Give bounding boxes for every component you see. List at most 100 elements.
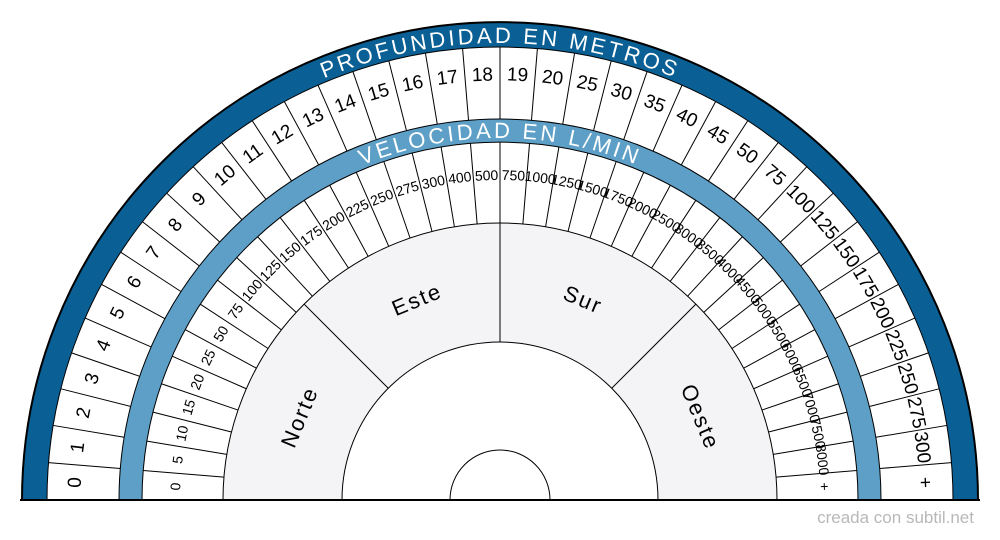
speed-label: 10 [172, 424, 191, 443]
depth-divider [834, 283, 899, 320]
depth-divider [562, 53, 576, 125]
speed-divider [610, 171, 645, 247]
depth-divider [352, 71, 377, 140]
depth-divider [60, 388, 131, 407]
speed-label: 400 [447, 168, 472, 187]
depth-divider [166, 192, 221, 243]
depth-divider [869, 388, 940, 407]
speed-divider [411, 152, 433, 232]
speed-label: 275 [394, 177, 421, 199]
speed-divider [279, 217, 331, 282]
depth-divider [71, 352, 140, 377]
depth-label: 1 [67, 441, 89, 454]
depth-divider [424, 53, 438, 125]
speed-divider [567, 152, 589, 232]
depth-divider [101, 283, 166, 320]
depth-divider [462, 48, 470, 121]
depth-divider [875, 424, 947, 438]
speed-label: + [817, 482, 833, 491]
depth-divider [120, 251, 182, 293]
speed-label: 750 [501, 167, 525, 184]
depth-divider [388, 60, 407, 131]
center-pivot [449, 449, 551, 501]
speed-divider [217, 279, 282, 331]
depth-divider [680, 101, 717, 166]
speed-divider [184, 329, 257, 369]
depth-label: 19 [507, 64, 529, 86]
speed-label: 8000 [813, 443, 833, 476]
speed-label: 1000 [524, 168, 557, 188]
depth-divider [84, 317, 152, 348]
speed-label: 5 [169, 455, 186, 465]
speed-label: 500 [475, 167, 499, 184]
depth-divider [707, 120, 749, 182]
depth-label: 0 [65, 477, 86, 488]
speed-divider [776, 469, 857, 478]
depth-divider [800, 221, 858, 267]
depth-label: 17 [436, 67, 460, 90]
speed-label: 50 [210, 323, 232, 345]
inner-center-area [341, 341, 659, 501]
speed-label: 7500 [807, 416, 829, 450]
depth-divider [221, 142, 267, 200]
depth-divider [53, 424, 125, 438]
speed-label: 15 [179, 397, 199, 417]
speed-divider [761, 383, 839, 411]
depth-divider [530, 48, 538, 121]
depth-divider [593, 60, 612, 131]
depth-divider [192, 166, 243, 221]
speed-label: 250 [368, 185, 396, 208]
depth-label: + [914, 476, 935, 488]
speed-divider [545, 146, 560, 227]
speed-label: 0 [167, 482, 183, 491]
speed-divider [687, 236, 743, 297]
speed-divider [171, 355, 247, 390]
speed-divider [669, 217, 721, 282]
depth-label: 300 [909, 430, 934, 464]
depth-divider [779, 192, 834, 243]
speed-divider [355, 171, 390, 247]
depth-label: 20 [541, 67, 565, 90]
speed-divider [440, 146, 455, 227]
speed-divider [703, 257, 764, 313]
speed-divider [143, 469, 224, 478]
depth-label: 16 [400, 72, 425, 97]
speed-divider [152, 411, 232, 433]
speed-label: 25 [197, 347, 218, 368]
speed-divider [257, 236, 313, 297]
speed-divider [522, 143, 531, 224]
depth-label: 2 [73, 405, 96, 420]
speed-divider [200, 303, 269, 349]
speed-divider [303, 200, 349, 269]
depth-divider [142, 221, 200, 267]
depth-divider [879, 462, 952, 470]
depth-divider [48, 462, 121, 470]
speed-divider [469, 143, 478, 224]
speed-divider [773, 440, 854, 455]
speed-label: 20 [187, 372, 208, 393]
depth-divider [860, 352, 929, 377]
credit-text: creada con subtil.net [817, 508, 974, 527]
speed-label: 300 [420, 172, 446, 192]
speed-label: 1250 [550, 171, 584, 193]
speed-divider [631, 184, 671, 257]
depth-label: 25 [575, 72, 600, 97]
sector-divider [611, 303, 697, 389]
speed-divider [329, 184, 369, 257]
speed-divider [161, 383, 239, 411]
speed-divider [768, 411, 848, 433]
depth-divider [623, 71, 648, 140]
speed-divider [146, 440, 227, 455]
depth-divider [818, 251, 880, 293]
depth-divider [733, 142, 779, 200]
speed-divider [589, 161, 617, 239]
depth-divider [251, 120, 293, 182]
speed-divider [718, 279, 783, 331]
speed-divider [383, 161, 411, 239]
depth-label: 18 [471, 64, 493, 86]
depth-divider [757, 166, 808, 221]
speed-divider [753, 355, 829, 390]
speed-divider [236, 257, 297, 313]
sector-divider [303, 303, 389, 389]
